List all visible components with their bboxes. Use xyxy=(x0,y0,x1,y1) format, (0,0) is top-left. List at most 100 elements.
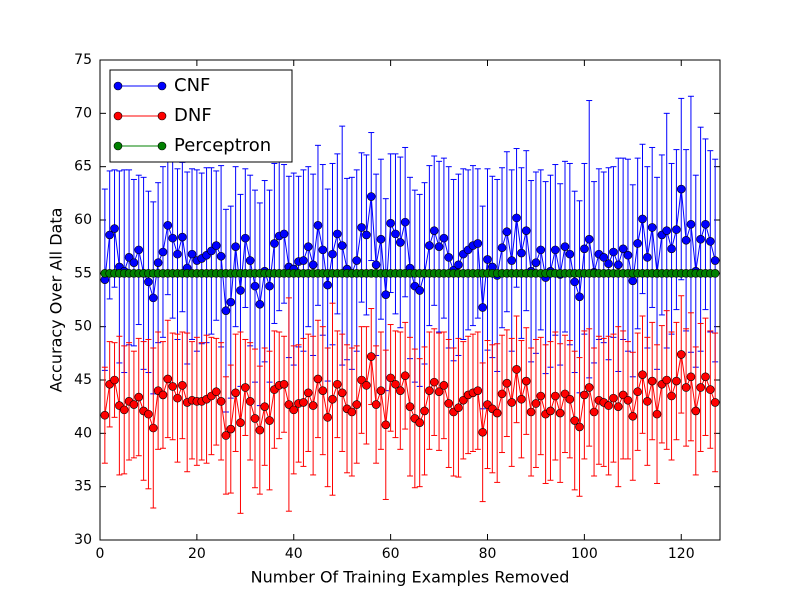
marker xyxy=(580,244,589,254)
marker xyxy=(560,389,570,399)
marker xyxy=(352,256,362,265)
marker xyxy=(211,387,221,397)
marker xyxy=(381,420,391,430)
marker xyxy=(313,374,323,384)
marker xyxy=(570,277,579,287)
legend: CNF DNF Perceptron xyxy=(109,69,293,163)
marker xyxy=(207,246,216,256)
marker xyxy=(173,393,182,403)
y-tick-label: 60 xyxy=(74,212,92,228)
marker xyxy=(158,390,168,400)
marker xyxy=(352,400,362,409)
marker xyxy=(173,249,182,259)
marker xyxy=(473,386,483,395)
marker xyxy=(521,376,531,386)
legend-label: CNF xyxy=(174,75,210,96)
marker xyxy=(362,230,371,240)
marker xyxy=(492,408,502,418)
legend-marker xyxy=(113,81,123,91)
marker xyxy=(652,409,662,419)
marker xyxy=(710,398,720,407)
marker xyxy=(478,303,487,312)
x-tick-label: 20 xyxy=(188,546,206,562)
marker xyxy=(270,239,279,248)
marker xyxy=(289,405,299,415)
marker xyxy=(221,431,231,440)
marker xyxy=(623,395,633,405)
marker xyxy=(584,234,594,244)
marker xyxy=(148,293,158,303)
marker xyxy=(570,416,579,425)
marker xyxy=(400,371,410,381)
marker xyxy=(168,233,177,243)
x-tick-label: 40 xyxy=(285,546,303,562)
y-tick-label: 50 xyxy=(74,319,92,335)
marker xyxy=(299,256,308,265)
y-tick-label: 70 xyxy=(74,105,92,121)
marker xyxy=(357,375,366,385)
marker xyxy=(400,217,410,227)
marker xyxy=(672,376,681,386)
marker xyxy=(279,229,289,239)
marker xyxy=(560,242,570,251)
marker xyxy=(686,372,696,382)
marker xyxy=(662,226,672,235)
y-tick-label: 40 xyxy=(74,425,92,441)
marker xyxy=(454,403,463,413)
marker xyxy=(676,350,686,359)
marker xyxy=(221,306,231,315)
marker xyxy=(633,239,642,248)
marker xyxy=(313,221,323,230)
marker xyxy=(662,375,672,385)
marker xyxy=(105,230,114,240)
marker xyxy=(308,401,318,410)
marker xyxy=(318,245,328,255)
marker xyxy=(366,352,376,361)
marker xyxy=(691,406,701,416)
marker xyxy=(226,424,236,434)
marker xyxy=(386,373,395,383)
marker xyxy=(643,253,652,262)
marker xyxy=(667,244,676,254)
marker xyxy=(255,425,265,435)
marker xyxy=(633,387,642,397)
marker xyxy=(158,247,168,257)
marker xyxy=(546,406,555,416)
marker xyxy=(337,241,347,250)
marker xyxy=(517,248,526,258)
marker xyxy=(701,372,710,382)
marker xyxy=(124,253,134,262)
marker xyxy=(144,277,153,287)
marker xyxy=(357,223,366,232)
marker xyxy=(144,409,153,419)
marker xyxy=(153,258,163,267)
marker xyxy=(236,418,245,427)
marker xyxy=(628,276,638,286)
marker xyxy=(362,381,371,390)
marker xyxy=(580,390,589,400)
marker xyxy=(211,241,221,250)
marker xyxy=(536,391,546,401)
marker xyxy=(473,239,483,248)
marker xyxy=(531,399,541,408)
marker xyxy=(676,184,686,194)
marker xyxy=(241,383,250,392)
marker xyxy=(231,242,240,251)
marker xyxy=(163,221,173,230)
marker xyxy=(565,394,575,404)
marker xyxy=(425,386,434,395)
marker xyxy=(512,213,521,223)
x-tick-label: 60 xyxy=(382,546,400,562)
marker xyxy=(405,402,415,411)
marker xyxy=(231,388,240,398)
marker xyxy=(551,391,560,401)
marker xyxy=(429,226,439,235)
marker xyxy=(434,242,444,251)
marker xyxy=(439,233,449,243)
marker xyxy=(245,256,255,265)
marker xyxy=(647,376,657,386)
marker xyxy=(376,386,386,395)
marker xyxy=(110,375,119,385)
marker xyxy=(318,386,328,395)
marker xyxy=(502,378,512,388)
